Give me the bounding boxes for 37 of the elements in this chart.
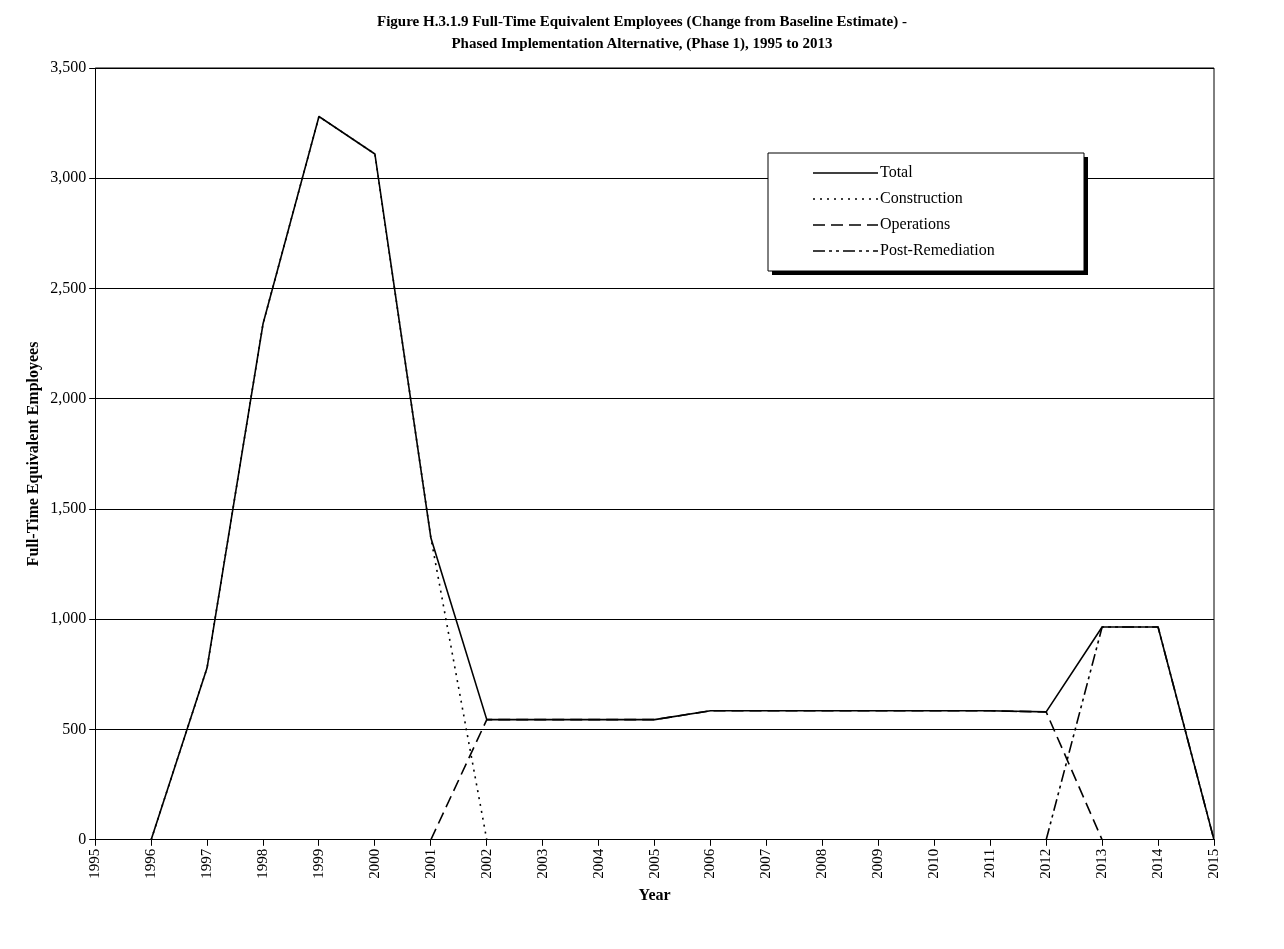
x-tick-label: 2009 <box>869 848 886 879</box>
legend-label: Post-Remediation <box>880 241 995 259</box>
x-tick-label: 2013 <box>1093 848 1110 879</box>
x-tick-label: 2003 <box>533 848 550 879</box>
y-tick-label: 0 <box>78 830 87 847</box>
chart-subtitle: Phased Implementation Alternative, (Phase 1), 1995 to 2013 <box>450 34 834 53</box>
legend-label: Operations <box>880 215 951 234</box>
y-tick-label: 3,000 <box>50 168 87 186</box>
x-tick-label: 2000 <box>365 848 382 879</box>
x-tick-label: 2001 <box>421 848 438 879</box>
x-tick-label: 2014 <box>1149 848 1165 879</box>
x-axis-title: Year <box>638 885 671 903</box>
x-tick-label: 2006 <box>701 848 718 879</box>
x-tick-label: 1998 <box>253 848 270 879</box>
x-tick-label: 2012 <box>1037 848 1054 879</box>
x-tick-label: 1996 <box>142 848 159 879</box>
x-tick-label: 2004 <box>589 848 606 879</box>
y-axis-title: Full-Time Equivalent Employees <box>23 341 42 567</box>
x-tick-label: 2010 <box>925 848 942 879</box>
x-tick-label: 2011 <box>981 848 998 879</box>
legend-label: Total <box>880 163 914 181</box>
x-tick-label: 1999 <box>309 848 326 879</box>
x-tick-label: 1995 <box>86 848 103 879</box>
y-tick-label: 3,500 <box>50 58 87 76</box>
x-tick-label: 1997 <box>198 848 215 879</box>
y-tick-label: 1,500 <box>50 499 87 517</box>
y-tick-label: 2,000 <box>50 388 87 406</box>
legend-label: Construction <box>880 189 963 207</box>
y-tick-label: 500 <box>62 719 87 737</box>
x-tick-label: 2002 <box>477 848 494 879</box>
y-tick-label: 1,000 <box>50 609 87 627</box>
y-tick-label: 2,500 <box>50 278 87 296</box>
x-tick-label: 2007 <box>757 848 774 879</box>
x-tick-label: 2008 <box>813 848 830 879</box>
x-tick-label: 2015 <box>1204 848 1221 879</box>
chart-title: Figure H.3.1.9 Full-Time Equivalent Employees (Change from Baseline Estimate) - <box>376 12 908 31</box>
x-tick-label: 2005 <box>645 848 662 879</box>
